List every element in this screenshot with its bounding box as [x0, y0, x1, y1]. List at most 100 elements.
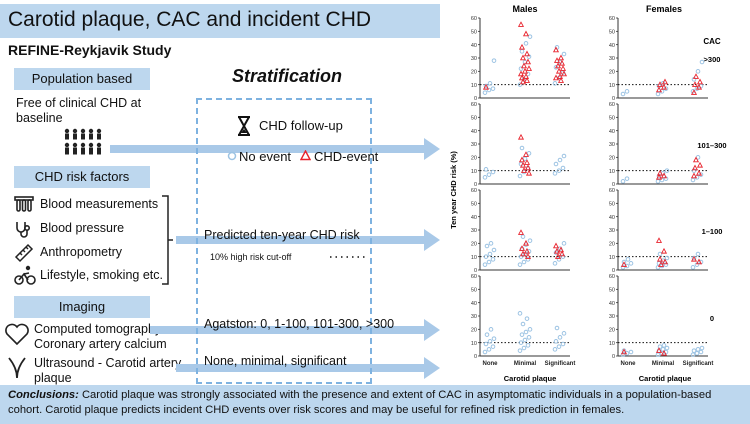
y-tick-label: 60	[471, 16, 477, 22]
y-tick-label: 10	[471, 255, 477, 261]
event-point	[690, 255, 698, 262]
event-point	[691, 81, 699, 87]
x-tick-label: None	[621, 361, 637, 367]
no-event-point	[482, 262, 488, 267]
event-point	[661, 258, 669, 265]
no-event-point	[518, 66, 524, 71]
no-event-point	[491, 58, 497, 63]
followup-text: CHD follow-up	[259, 118, 343, 133]
event-point	[695, 258, 703, 265]
event-point	[523, 159, 531, 165]
no-event-point	[487, 339, 493, 344]
y-tick-label: 0	[612, 354, 615, 360]
event-point	[520, 62, 528, 69]
event-point	[522, 30, 530, 37]
event-point	[517, 21, 525, 27]
no-event-point	[699, 59, 705, 65]
event-point	[660, 247, 668, 254]
event-point	[552, 74, 560, 81]
no-event-point	[695, 251, 701, 257]
y-tick-label: 0	[474, 182, 477, 188]
event-point	[523, 50, 531, 57]
event-point	[524, 58, 532, 65]
stratification-box	[196, 98, 372, 384]
event-point	[696, 161, 704, 168]
event-point	[524, 253, 532, 259]
no-event-point	[695, 69, 701, 74]
no-event-point	[482, 349, 488, 355]
event-point	[518, 74, 526, 81]
population-text-1: Free of clinical CHD at	[16, 96, 142, 110]
no-event-point	[556, 257, 562, 262]
event-point	[522, 73, 530, 79]
event-point	[558, 59, 566, 66]
event-point	[656, 81, 664, 87]
artery-icon	[8, 357, 26, 379]
y-tick-label: 40	[471, 215, 477, 221]
no-event-point	[620, 265, 626, 270]
y-tick-label: 30	[609, 56, 615, 62]
no-event-point	[663, 86, 669, 91]
y-tick-label: 0	[474, 268, 477, 274]
no-event-point	[560, 165, 566, 171]
event-point	[692, 73, 700, 79]
no-event-point	[655, 265, 661, 270]
event-point	[661, 78, 669, 85]
title-band	[0, 4, 440, 38]
y-tick-label: 40	[609, 43, 615, 49]
y-tick-label: 10	[609, 255, 615, 261]
no-event-point	[624, 351, 630, 356]
event-marker	[300, 150, 311, 161]
no-event-point	[657, 251, 663, 257]
event-point	[517, 70, 525, 77]
event-point	[655, 347, 663, 353]
no-event-point	[488, 241, 494, 246]
no-event-point	[691, 168, 697, 173]
us-text-2: plaque	[34, 371, 72, 385]
ruler-icon	[14, 243, 34, 263]
y-tick-label: 10	[609, 169, 615, 175]
event-point	[692, 156, 700, 163]
conclusions-text: Carotid plaque was strongly associated w…	[8, 389, 712, 416]
no-event-point	[552, 81, 558, 86]
event-point	[520, 167, 528, 173]
event-point	[695, 83, 703, 90]
no-event-point	[490, 344, 496, 349]
no-event-point	[695, 347, 701, 352]
no-event-point	[660, 347, 666, 352]
stratification-heading: Stratification	[232, 66, 343, 86]
no-event-point	[487, 251, 493, 257]
no-event-point	[628, 349, 634, 355]
no-event-point	[483, 167, 489, 172]
event-point	[656, 169, 664, 176]
y-tick-label: 30	[471, 228, 477, 234]
no-event-point	[521, 259, 527, 265]
no-event-point	[517, 173, 523, 179]
no-event-point	[557, 157, 563, 163]
population-text-2: baseline	[16, 111, 63, 125]
no-event-point	[664, 255, 670, 261]
no-event-point	[664, 345, 670, 351]
y-tick-label: 10	[471, 341, 477, 347]
y-tick-label: 30	[609, 142, 615, 148]
no-event-point	[483, 254, 489, 259]
x-tick-label: None	[483, 361, 499, 367]
event-point	[519, 54, 527, 61]
risk-item-bp: Blood pressure	[40, 221, 125, 235]
population-label: Population based	[14, 68, 150, 90]
y-tick-label: 20	[471, 156, 477, 162]
no-event-point	[491, 247, 497, 253]
event-point	[655, 86, 663, 93]
y-tick-label: 60	[609, 188, 615, 194]
event-point	[690, 89, 698, 95]
event-point	[522, 239, 530, 246]
y-tick-label: 60	[609, 274, 615, 280]
event-point	[552, 46, 560, 53]
no-event-point	[517, 311, 523, 316]
people-icon	[64, 128, 102, 155]
no-event-point	[625, 257, 631, 262]
y-axis-label: Ten year CHD risk (%)	[449, 151, 458, 229]
event-point	[560, 70, 568, 77]
event-point	[523, 77, 531, 83]
y-tick-label: 30	[471, 56, 477, 62]
